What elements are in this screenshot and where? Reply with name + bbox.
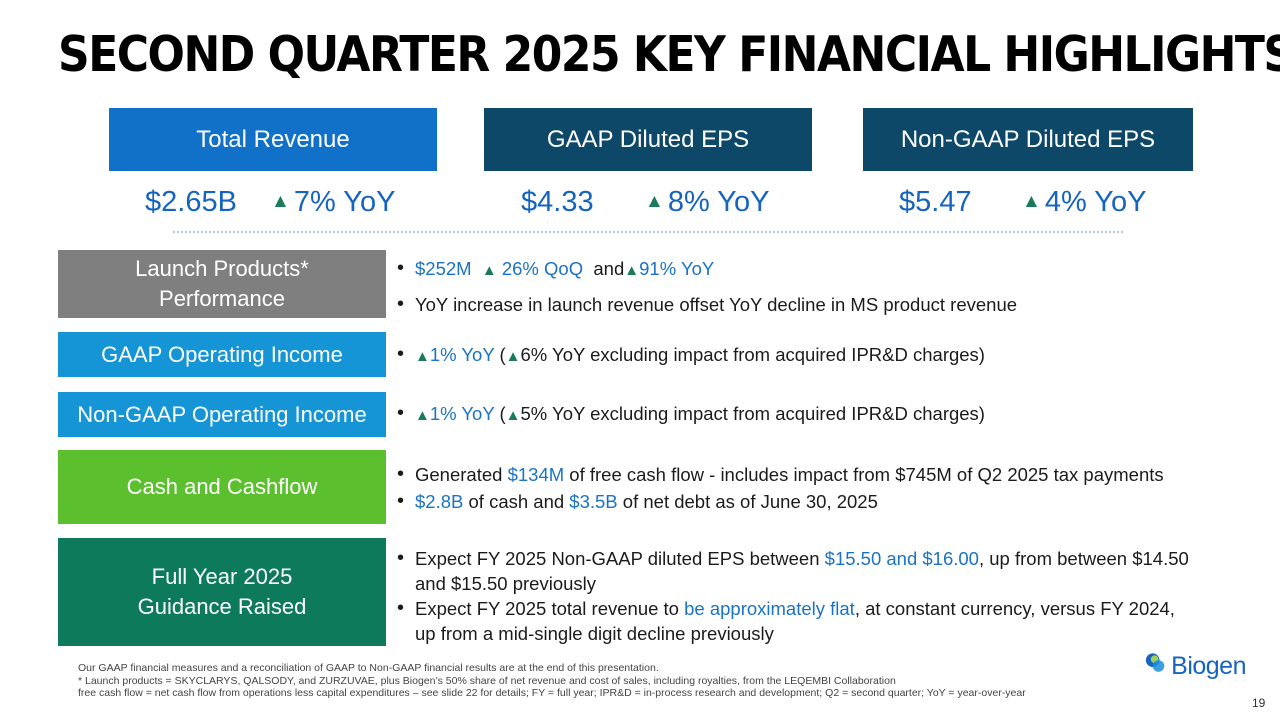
kpi-nongaap-eps-change: ▲ 4% YoY [1022, 186, 1146, 219]
footnote-1: Our GAAP financial measures and a reconc… [78, 662, 659, 674]
guidance-label-line1: Full Year 2025 [151, 564, 293, 589]
launch-bullet-2: YoY increase in launch revenue offset Yo… [396, 292, 1017, 317]
net-debt-value: $3.5B [569, 491, 618, 512]
kpi-gaap-eps-value-row: $4.33 ▲ 8% YoY [521, 180, 769, 224]
kpi-total-revenue-header: Total Revenue [109, 108, 437, 171]
guidance-b1-post: , up from between $14.50 and $15.50 prev… [415, 548, 1189, 594]
kpi-total-revenue-change-text: 7% YoY [293, 185, 396, 218]
launch-yoy: 91% YoY [639, 258, 715, 279]
revenue-guidance: be approximately flat [684, 598, 855, 619]
footnote-2: * Launch products = SKYCLARYS, QALSODY, … [78, 674, 896, 687]
page-number: 19 [1252, 696, 1266, 710]
cash-b2-mid: of cash and [463, 491, 570, 512]
guidance-b1-pre: Expect FY 2025 Non-GAAP diluted EPS betw… [415, 548, 825, 569]
kpi-gaap-eps-header: GAAP Diluted EPS [484, 108, 812, 171]
gaap-oi-rest: 6% YoY excluding impact from acquired IP… [520, 344, 985, 365]
gaap-oi-bullets: ▲1% YoY (▲6% YoY excluding impact from a… [396, 342, 985, 369]
up-triangle-icon: ▲ [481, 262, 497, 279]
launch-qoq: 26% QoQ [501, 258, 584, 279]
nongaap-oi-rest: 5% YoY excluding impact from acquired IP… [520, 403, 985, 424]
launch-products-label-line1: Launch Products* [135, 256, 309, 281]
launch-and: and [593, 258, 625, 279]
free-cash-flow-value: $134M [507, 464, 565, 485]
kpi-gaap-eps-change-text: 8% YoY [667, 185, 770, 218]
guidance-label: Full Year 2025 Guidance Raised [58, 538, 386, 646]
guidance-bullet-2: Expect FY 2025 total revenue to be appro… [396, 596, 1196, 646]
gaap-operating-income-label: GAAP Operating Income [58, 332, 386, 377]
footnote-3: free cash flow = net cash flow from oper… [78, 687, 1026, 699]
nongaap-oi-bullets: ▲1% YoY (▲5% YoY excluding impact from a… [396, 401, 985, 428]
gaap-oi-open: ( [494, 344, 506, 365]
cash-and-cashflow-label: Cash and Cashflow [58, 450, 386, 524]
biogen-logo-icon [1145, 653, 1165, 672]
kpi-nongaap-eps-value-row: $5.47 ▲ 4% YoY [899, 180, 1146, 224]
cash-bullets: Generated $134M of free cash flow - incl… [396, 462, 1266, 514]
up-triangle-icon: ▲ [415, 407, 430, 424]
nongaap-oi-yoy: 1% YoY [429, 403, 495, 424]
guidance-bullets: Expect FY 2025 Non-GAAP diluted EPS betw… [396, 546, 1196, 646]
kpi-total-revenue-value: $2.65B [145, 185, 237, 218]
kpi-gaap-eps-change: ▲ 8% YoY [645, 186, 769, 219]
cash-b1-post: of free cash flow - includes impact from… [564, 464, 1164, 485]
nongaap-oi-open: ( [494, 403, 506, 424]
up-triangle-icon: ▲ [645, 191, 664, 212]
guidance-b2-post: , at constant currency, versus FY 2024, … [415, 598, 1175, 644]
gaap-oi-yoy: 1% YoY [429, 344, 495, 365]
kpi-total-revenue-change: ▲ 7% YoY [271, 186, 395, 219]
eps-guidance-range: $15.50 and $16.00 [824, 548, 979, 569]
up-triangle-icon: ▲ [624, 262, 640, 279]
cash-bullet-1: Generated $134M of free cash flow - incl… [396, 462, 1266, 487]
kpi-gaap-eps-value: $4.33 [521, 185, 594, 218]
cash-b1-pre: Generated [415, 464, 508, 485]
cash-bullet-2: $2.8B of cash and $3.5B of net debt as o… [396, 489, 1266, 514]
kpi-nongaap-eps-value: $5.47 [899, 185, 972, 218]
launch-bullet-1: $252M ▲ 26% QoQ and▲91% YoY [396, 256, 1017, 283]
biogen-logo-text: Biogen [1171, 651, 1246, 680]
biogen-logo: Biogen [1144, 648, 1246, 684]
guidance-bullet-1: Expect FY 2025 Non-GAAP diluted EPS betw… [396, 546, 1196, 596]
page-title: SECOND QUARTER 2025 KEY FINANCIAL HIGHLI… [58, 26, 1280, 84]
launch-products-label: Launch Products* Performance [58, 250, 386, 318]
nongaap-oi-bullet-1: ▲1% YoY (▲5% YoY excluding impact from a… [396, 401, 985, 428]
launch-revenue-value: $252M [415, 258, 472, 279]
up-triangle-icon: ▲ [271, 191, 290, 212]
launch-products-label-line2: Performance [159, 286, 285, 311]
cash-b2-post: of net debt as of June 30, 2025 [617, 491, 878, 512]
launch-products-bullets: $252M ▲ 26% QoQ and▲91% YoY YoY increase… [396, 256, 1017, 317]
guidance-label-line2: Guidance Raised [137, 594, 307, 619]
dotted-divider [173, 231, 1123, 233]
cash-value: $2.8B [415, 491, 464, 512]
footnotes: Our GAAP financial measures and a reconc… [78, 662, 1158, 700]
up-triangle-icon: ▲ [505, 407, 521, 424]
nongaap-operating-income-label: Non-GAAP Operating Income [58, 392, 386, 437]
kpi-nongaap-eps-header: Non-GAAP Diluted EPS [863, 108, 1193, 171]
kpi-total-revenue-value-row: $2.65B ▲ 7% YoY [145, 180, 395, 224]
kpi-nongaap-eps-change-text: 4% YoY [1044, 185, 1147, 218]
gaap-oi-bullet-1: ▲1% YoY (▲6% YoY excluding impact from a… [396, 342, 985, 369]
up-triangle-icon: ▲ [415, 348, 430, 365]
up-triangle-icon: ▲ [505, 348, 521, 365]
guidance-b2-pre: Expect FY 2025 total revenue to [415, 598, 685, 619]
up-triangle-icon: ▲ [1022, 191, 1041, 212]
